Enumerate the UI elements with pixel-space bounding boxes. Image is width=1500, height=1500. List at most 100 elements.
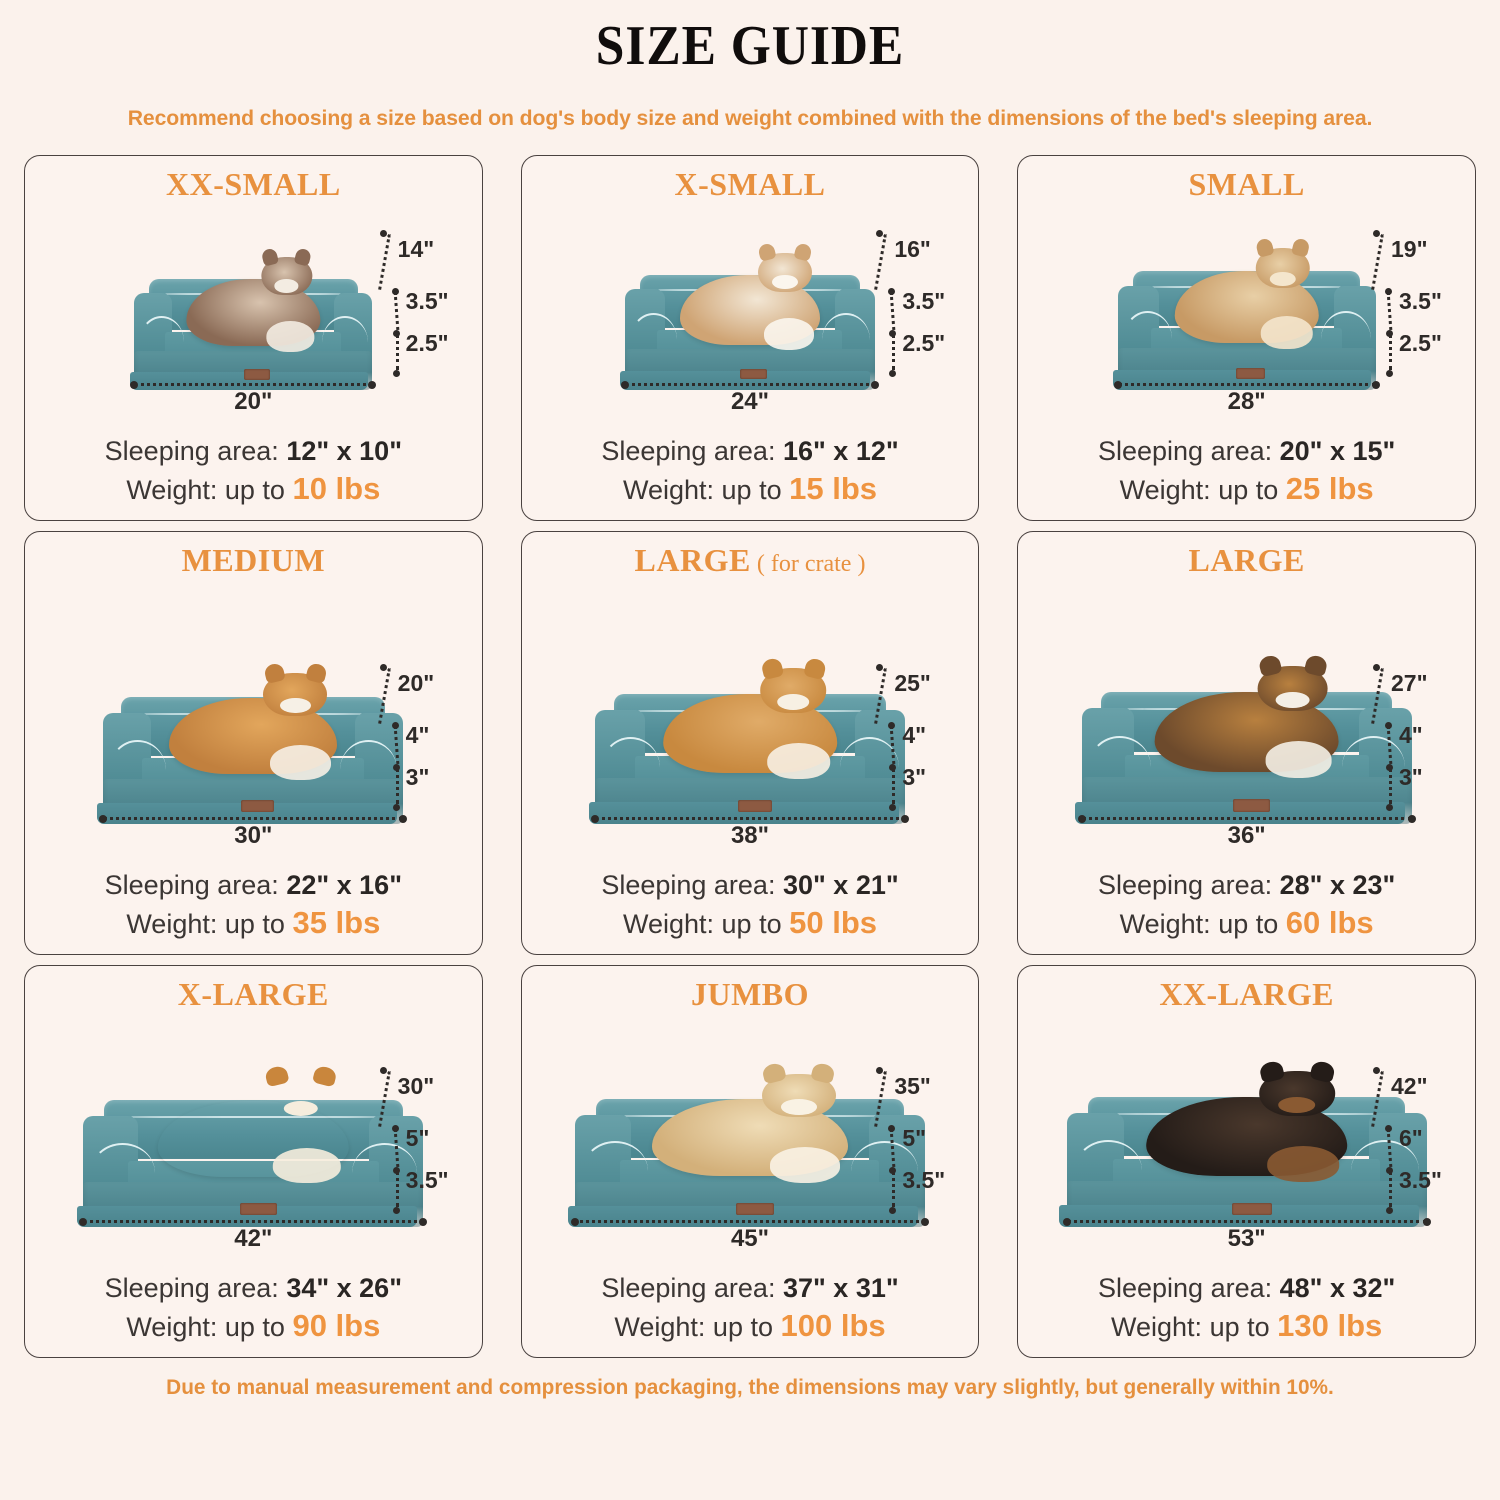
weight-label: Weight:: [1119, 475, 1211, 506]
sleeping-area-value: 30" x 21": [782, 870, 899, 901]
dim-height-total: 14": [397, 236, 435, 263]
weight-label: Weight:: [622, 909, 715, 940]
size-card-xx-small[interactable]: XX-SMALL: [24, 154, 483, 521]
size-card-medium[interactable]: MEDIUM: [24, 530, 483, 955]
sleeping-area-label: Sleeping area:: [601, 436, 776, 467]
bed-illustration: 14" 3.5" 2.5" 20": [35, 202, 472, 434]
weight-value: 35 lbs: [292, 905, 381, 941]
weight-line: Weight: up to 60 lbs: [1028, 903, 1465, 943]
pet-muzzle: [283, 1100, 319, 1117]
height-dimension-group: 30" 5" 3.5": [366, 1067, 470, 1217]
disclaimer-note: Due to manual measurement and compressio…: [166, 1375, 1334, 1399]
weight-line: Weight: up to 10 lbs: [35, 469, 472, 509]
weight-upto: up to: [721, 475, 782, 506]
pet-ear-right: [304, 661, 328, 684]
bed-piping-right: [340, 739, 398, 780]
dim-height-base: 2.5": [1398, 330, 1442, 357]
brand-leather-tag-icon: [1236, 367, 1265, 380]
width-dimension-line: [79, 1217, 428, 1226]
weight-upto: up to: [224, 1312, 285, 1343]
weight-value: 130 lbs: [1277, 1308, 1383, 1344]
width-dimension-group: 36": [1077, 814, 1416, 850]
weight-upto: up to: [1218, 909, 1279, 940]
weight-line: Weight: up to 25 lbs: [1028, 469, 1465, 509]
pet-chest: [1265, 741, 1332, 779]
page-subtitle: Recommend choosing a size based on dog's…: [127, 105, 1373, 130]
bed-piping-top: [107, 1116, 400, 1119]
size-card-large[interactable]: LARGE ( for crate ): [520, 530, 980, 955]
card-specs: Sleeping area: 12" x 10" Weight: up to 1…: [35, 434, 472, 511]
dim-height-mid: 3.5": [1398, 288, 1442, 315]
dim-height-mid: 4": [1398, 722, 1423, 749]
pet-ear-left: [761, 1061, 788, 1085]
weight-value: 60 lbs: [1285, 905, 1374, 941]
dim-width: 38": [730, 822, 770, 850]
sleeping-area-value: 37" x 31": [782, 1273, 899, 1304]
pet-photo-labrador: [651, 1061, 848, 1183]
size-card-large[interactable]: LARGE: [1017, 530, 1476, 955]
pet-ear-right: [1303, 654, 1329, 678]
dim-width: 30": [234, 822, 273, 850]
weight-line: Weight: up to 15 lbs: [532, 469, 969, 509]
size-card-title: LARGE ( for crate ): [635, 542, 866, 579]
bed-piping-left: [629, 313, 678, 349]
size-card-xx-large[interactable]: XX-LARGE: [1017, 964, 1476, 1358]
pet-ear-left: [264, 1064, 290, 1087]
pet-ear-right: [810, 1061, 837, 1085]
pet-chest: [1261, 315, 1314, 349]
size-name: XX-SMALL: [165, 165, 341, 202]
dim-height-total: 25": [894, 670, 931, 697]
size-card-small[interactable]: SMALL: [1017, 154, 1476, 521]
size-name: XX-LARGE: [1159, 975, 1334, 1012]
sleeping-area-line: Sleeping area: 37" x 31": [532, 1271, 969, 1306]
dim-width: 42": [234, 1225, 273, 1253]
pet-ear-right: [312, 1064, 338, 1087]
bed-piping-left: [1073, 1140, 1143, 1181]
bed-graphic: [1075, 654, 1412, 825]
size-card-x-large[interactable]: X-LARGE: [24, 964, 483, 1358]
sleeping-area-label: Sleeping area:: [104, 1273, 279, 1304]
pet-ear-left: [759, 656, 784, 680]
brand-leather-tag-icon: [239, 1203, 278, 1216]
sleeping-area-value: 16" x 12": [782, 436, 899, 467]
size-name: X-SMALL: [674, 165, 826, 202]
bed-illustration: 25" 4" 3" 38": [532, 578, 969, 868]
weight-value: 100 lbs: [780, 1308, 886, 1344]
pet-head: [260, 247, 313, 295]
dim-height-total: 19": [1390, 236, 1428, 263]
pet-photo-shiba-inu: [663, 656, 837, 779]
width-dimension-group: 30": [99, 814, 408, 850]
pet-head: [761, 1061, 837, 1118]
weight-upto: up to: [721, 909, 782, 940]
brand-leather-tag-icon: [243, 369, 270, 380]
weight-line: Weight: up to 50 lbs: [532, 903, 969, 943]
size-name: SMALL: [1188, 165, 1305, 202]
bed-piping-right: [851, 1141, 918, 1181]
card-specs: Sleeping area: 37" x 31" Weight: up to 1…: [532, 1271, 969, 1348]
bed-graphic: [129, 247, 373, 391]
bed-piping-left: [601, 737, 661, 778]
sleeping-area-label: Sleeping area:: [104, 436, 279, 467]
size-card-jumbo[interactable]: JUMBO: [520, 964, 980, 1358]
sleeping-area-line: Sleeping area: 20" x 15": [1028, 434, 1465, 469]
height-dimension-group: 35" 5" 3.5": [862, 1067, 966, 1217]
bed-piping-left: [109, 739, 167, 780]
brand-leather-tag-icon: [1232, 1202, 1272, 1215]
dim-height-mid: 4": [902, 722, 927, 749]
size-card-title: X-SMALL: [674, 166, 825, 203]
pet-muzzle: [1278, 1097, 1316, 1113]
sleeping-area-line: Sleeping area: 12" x 10": [35, 434, 472, 469]
weight-value: 50 lbs: [789, 905, 877, 941]
bed-illustration: 42" 6" 3.5" 53": [1028, 1012, 1465, 1271]
size-card-title: MEDIUM: [182, 542, 325, 579]
sleeping-area-line: Sleeping area: 28" x 23": [1028, 868, 1465, 903]
page-title: SIZE GUIDE: [595, 15, 905, 77]
width-dimension-group: 28": [1113, 380, 1380, 416]
bed-piping-left: [1122, 310, 1172, 348]
size-card-x-small[interactable]: X-SMALL: [520, 154, 980, 521]
bed-graphic: [1059, 1059, 1427, 1228]
weight-label: Weight:: [1111, 1312, 1203, 1343]
bed-illustration: 16" 3.5" 2.5" 24": [532, 202, 969, 434]
card-specs: Sleeping area: 34" x 26" Weight: up to 9…: [35, 1271, 472, 1348]
size-card-title: JUMBO: [691, 976, 809, 1013]
